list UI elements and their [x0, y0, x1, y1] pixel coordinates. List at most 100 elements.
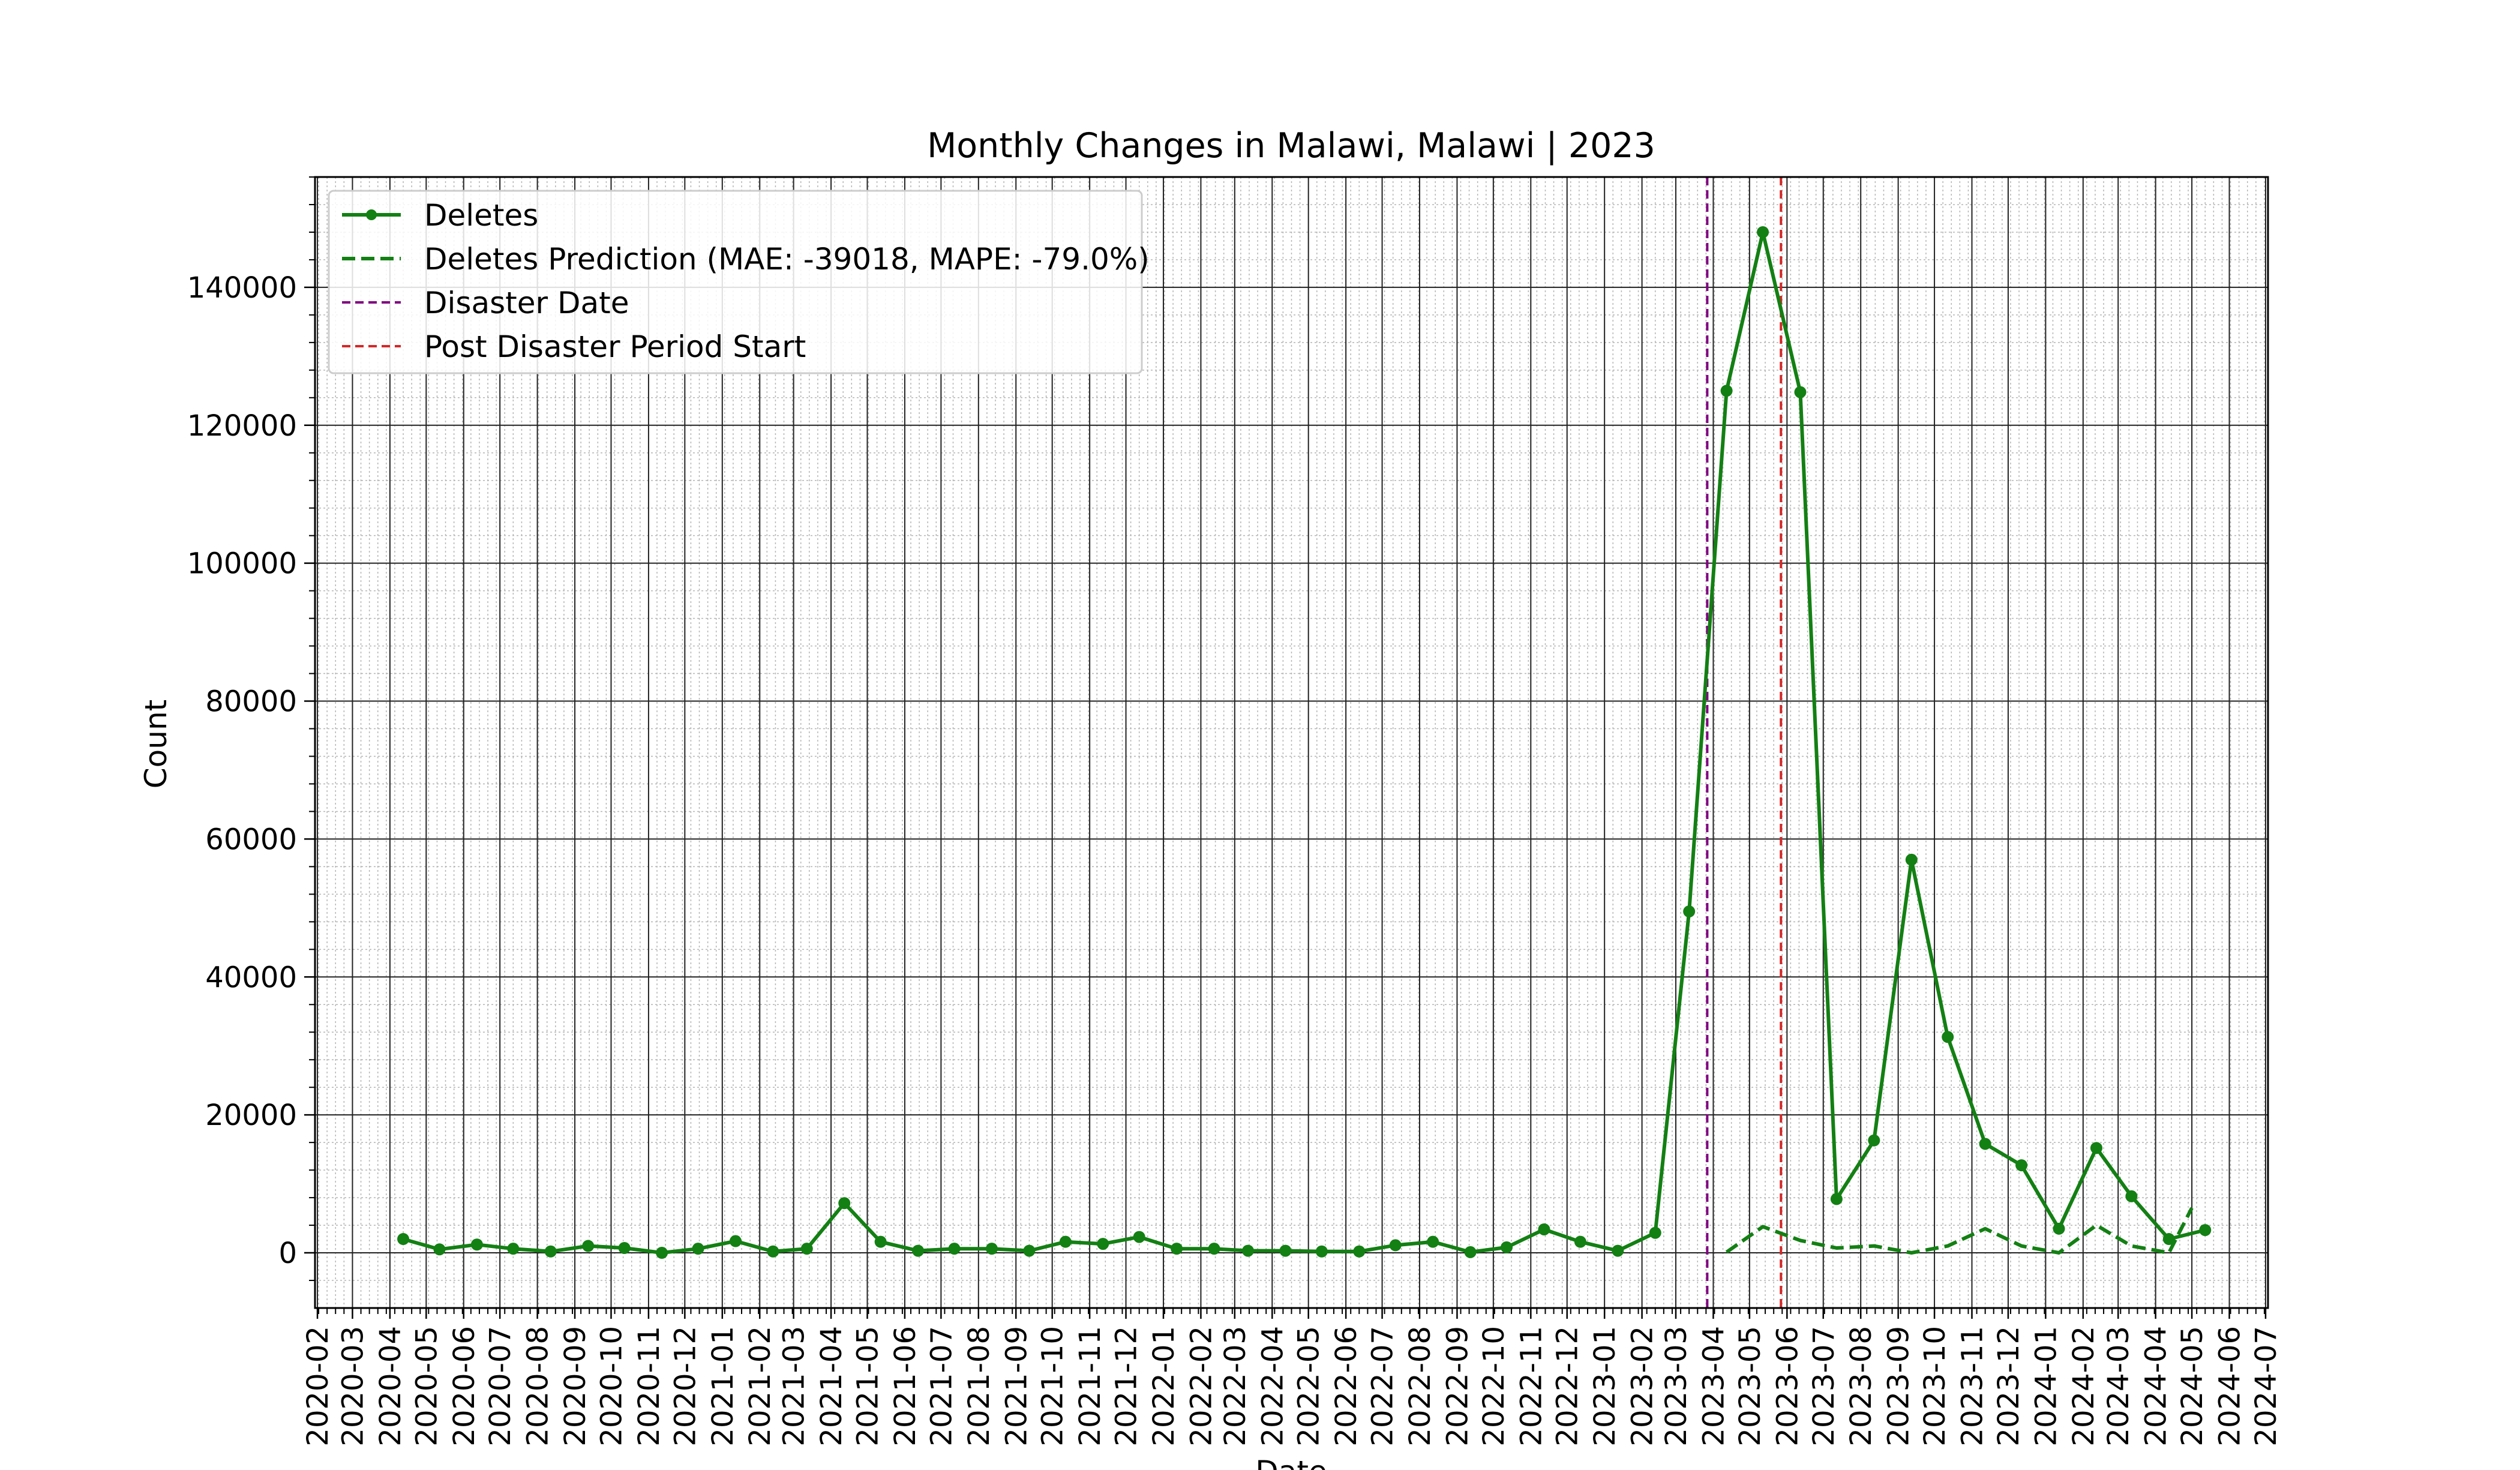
deletes-point: [2015, 1159, 2028, 1172]
deletes-point: [618, 1242, 631, 1255]
x-tick-label: 2021-10: [1036, 1326, 1070, 1447]
x-tick-label: 2020-06: [448, 1326, 481, 1447]
deletes-point: [1353, 1245, 1366, 1258]
x-tick-label: 2023-01: [1588, 1326, 1622, 1447]
deletes-point: [874, 1235, 887, 1248]
legend-label-post-disaster: Post Disaster Period Start: [424, 329, 806, 364]
x-tick-label: 2021-02: [743, 1326, 777, 1447]
major-grid: [315, 177, 2268, 1308]
legend: Deletes Deletes Prediction (MAE: -39018,…: [328, 190, 1150, 374]
deletes-point: [800, 1243, 813, 1255]
y-tick-label: 20000: [205, 1099, 297, 1132]
x-tick-label: 2021-03: [778, 1326, 811, 1447]
deletes-point: [2090, 1142, 2102, 1154]
y-tick-label: 100000: [187, 547, 297, 581]
x-tick-label: 2021-04: [815, 1326, 848, 1447]
deletes-point: [1830, 1193, 1843, 1205]
deletes-point: [1427, 1235, 1439, 1248]
y-tick-label: 80000: [205, 685, 297, 719]
deletes-point: [2199, 1224, 2212, 1237]
x-tick-label: 2020-03: [336, 1326, 370, 1447]
deletes-point: [470, 1238, 483, 1251]
x-tick-label: 2023-06: [1771, 1326, 1804, 1447]
deletes-point: [1059, 1235, 1072, 1248]
x-tick-label: 2022-01: [1147, 1326, 1181, 1447]
x-tick-label: 2021-06: [889, 1326, 922, 1447]
deletes-point: [1133, 1231, 1145, 1243]
deletes-point: [1979, 1138, 1991, 1150]
deletes-point: [656, 1247, 668, 1259]
deletes-point: [433, 1243, 446, 1256]
x-tick-label: 2023-11: [1956, 1326, 1990, 1447]
minor-grid: [315, 176, 2268, 1308]
x-tick-label: 2020-07: [484, 1326, 517, 1447]
x-tick-label: 2021-08: [962, 1326, 996, 1447]
x-tick-label: 2021-09: [1000, 1326, 1033, 1447]
legend-label-prediction: Deletes Prediction (MAE: -39018, MAPE: -…: [424, 242, 1150, 277]
legend-label-deletes: Deletes: [424, 198, 538, 233]
x-tick-label: 2020-10: [595, 1326, 628, 1447]
x-tick-label: 2024-02: [2067, 1326, 2101, 1447]
deletes-point: [1757, 226, 1769, 238]
x-tick-label: 2020-08: [521, 1326, 555, 1447]
deletes-point: [912, 1244, 925, 1257]
x-tick-label: 2022-02: [1184, 1326, 1218, 1447]
deletes-point: [2125, 1190, 2138, 1202]
y-tick-label: 140000: [187, 271, 297, 305]
deletes-prediction-line: [1725, 1207, 2194, 1255]
x-tick-label: 2023-12: [1992, 1326, 2026, 1447]
x-tick-label: 2022-08: [1403, 1326, 1437, 1447]
x-tick-label: 2022-05: [1292, 1326, 1326, 1447]
legend-label-disaster-date: Disaster Date: [424, 286, 629, 320]
deletes-point: [729, 1235, 742, 1247]
y-axis-label: Count: [139, 700, 173, 789]
x-tick-label: 2021-11: [1073, 1326, 1107, 1447]
x-axis-label: Date: [1255, 1454, 1327, 1470]
x-tick-label: 2024-07: [2249, 1326, 2283, 1447]
x-tick-label: 2024-05: [2176, 1326, 2209, 1447]
x-tick-label: 2022-07: [1366, 1326, 1400, 1447]
x-tick-label: 2020-12: [668, 1326, 702, 1447]
x-tick-label: 2024-01: [2029, 1326, 2063, 1447]
deletes-point: [1538, 1223, 1550, 1235]
legend-box: [328, 190, 1143, 374]
deletes-point: [1794, 386, 1807, 398]
deletes-point: [1097, 1238, 1109, 1250]
x-tick-label: 2022-09: [1441, 1326, 1474, 1447]
deletes-point: [1389, 1239, 1402, 1252]
axis-ticks: 2020-02 2020-03 2020-04 2020-05 2020-06 2020-…: [187, 176, 2283, 1447]
deletes-point: [1942, 1031, 1954, 1043]
deletes-point: [1171, 1243, 1183, 1255]
x-tick-label: 2020-09: [559, 1326, 592, 1447]
deletes-line: [403, 230, 2206, 1255]
deletes-point: [767, 1245, 779, 1258]
x-tick-label: 2023-09: [1882, 1326, 1916, 1447]
x-tick-label: 2020-05: [410, 1326, 443, 1447]
x-tick-label: 2021-07: [925, 1326, 958, 1447]
deletes-point: [2162, 1233, 2175, 1246]
x-tick-label: 2022-12: [1551, 1326, 1585, 1447]
deletes-point: [1612, 1244, 1624, 1257]
x-tick-label: 2023-05: [1733, 1326, 1767, 1447]
x-tick-label: 2020-02: [301, 1326, 335, 1447]
x-tick-label: 2022-06: [1330, 1326, 1363, 1447]
x-tick-label: 2022-11: [1514, 1326, 1548, 1447]
deletes-point: [1023, 1244, 1036, 1257]
deletes-point: [1279, 1244, 1292, 1257]
plot-series: [397, 226, 2212, 1259]
deletes-point: [1241, 1244, 1254, 1257]
chart-title: Monthly Changes in Malawi, Malawi | 2023: [927, 126, 1655, 166]
x-tick-label: 2023-04: [1697, 1326, 1730, 1447]
x-tick-label: 2021-05: [851, 1326, 885, 1447]
deletes-point: [1868, 1134, 1880, 1147]
deletes-point: [2053, 1222, 2065, 1235]
deletes-point: [507, 1243, 520, 1255]
y-tick-label: 40000: [205, 961, 297, 994]
x-tick-label: 2024-03: [2102, 1326, 2135, 1447]
x-tick-label: 2023-08: [1844, 1326, 1878, 1447]
x-tick-label: 2022-04: [1256, 1326, 1289, 1447]
deletes-point: [582, 1240, 595, 1252]
x-tick-label: 2020-11: [632, 1326, 666, 1447]
deletes-point: [692, 1243, 704, 1255]
